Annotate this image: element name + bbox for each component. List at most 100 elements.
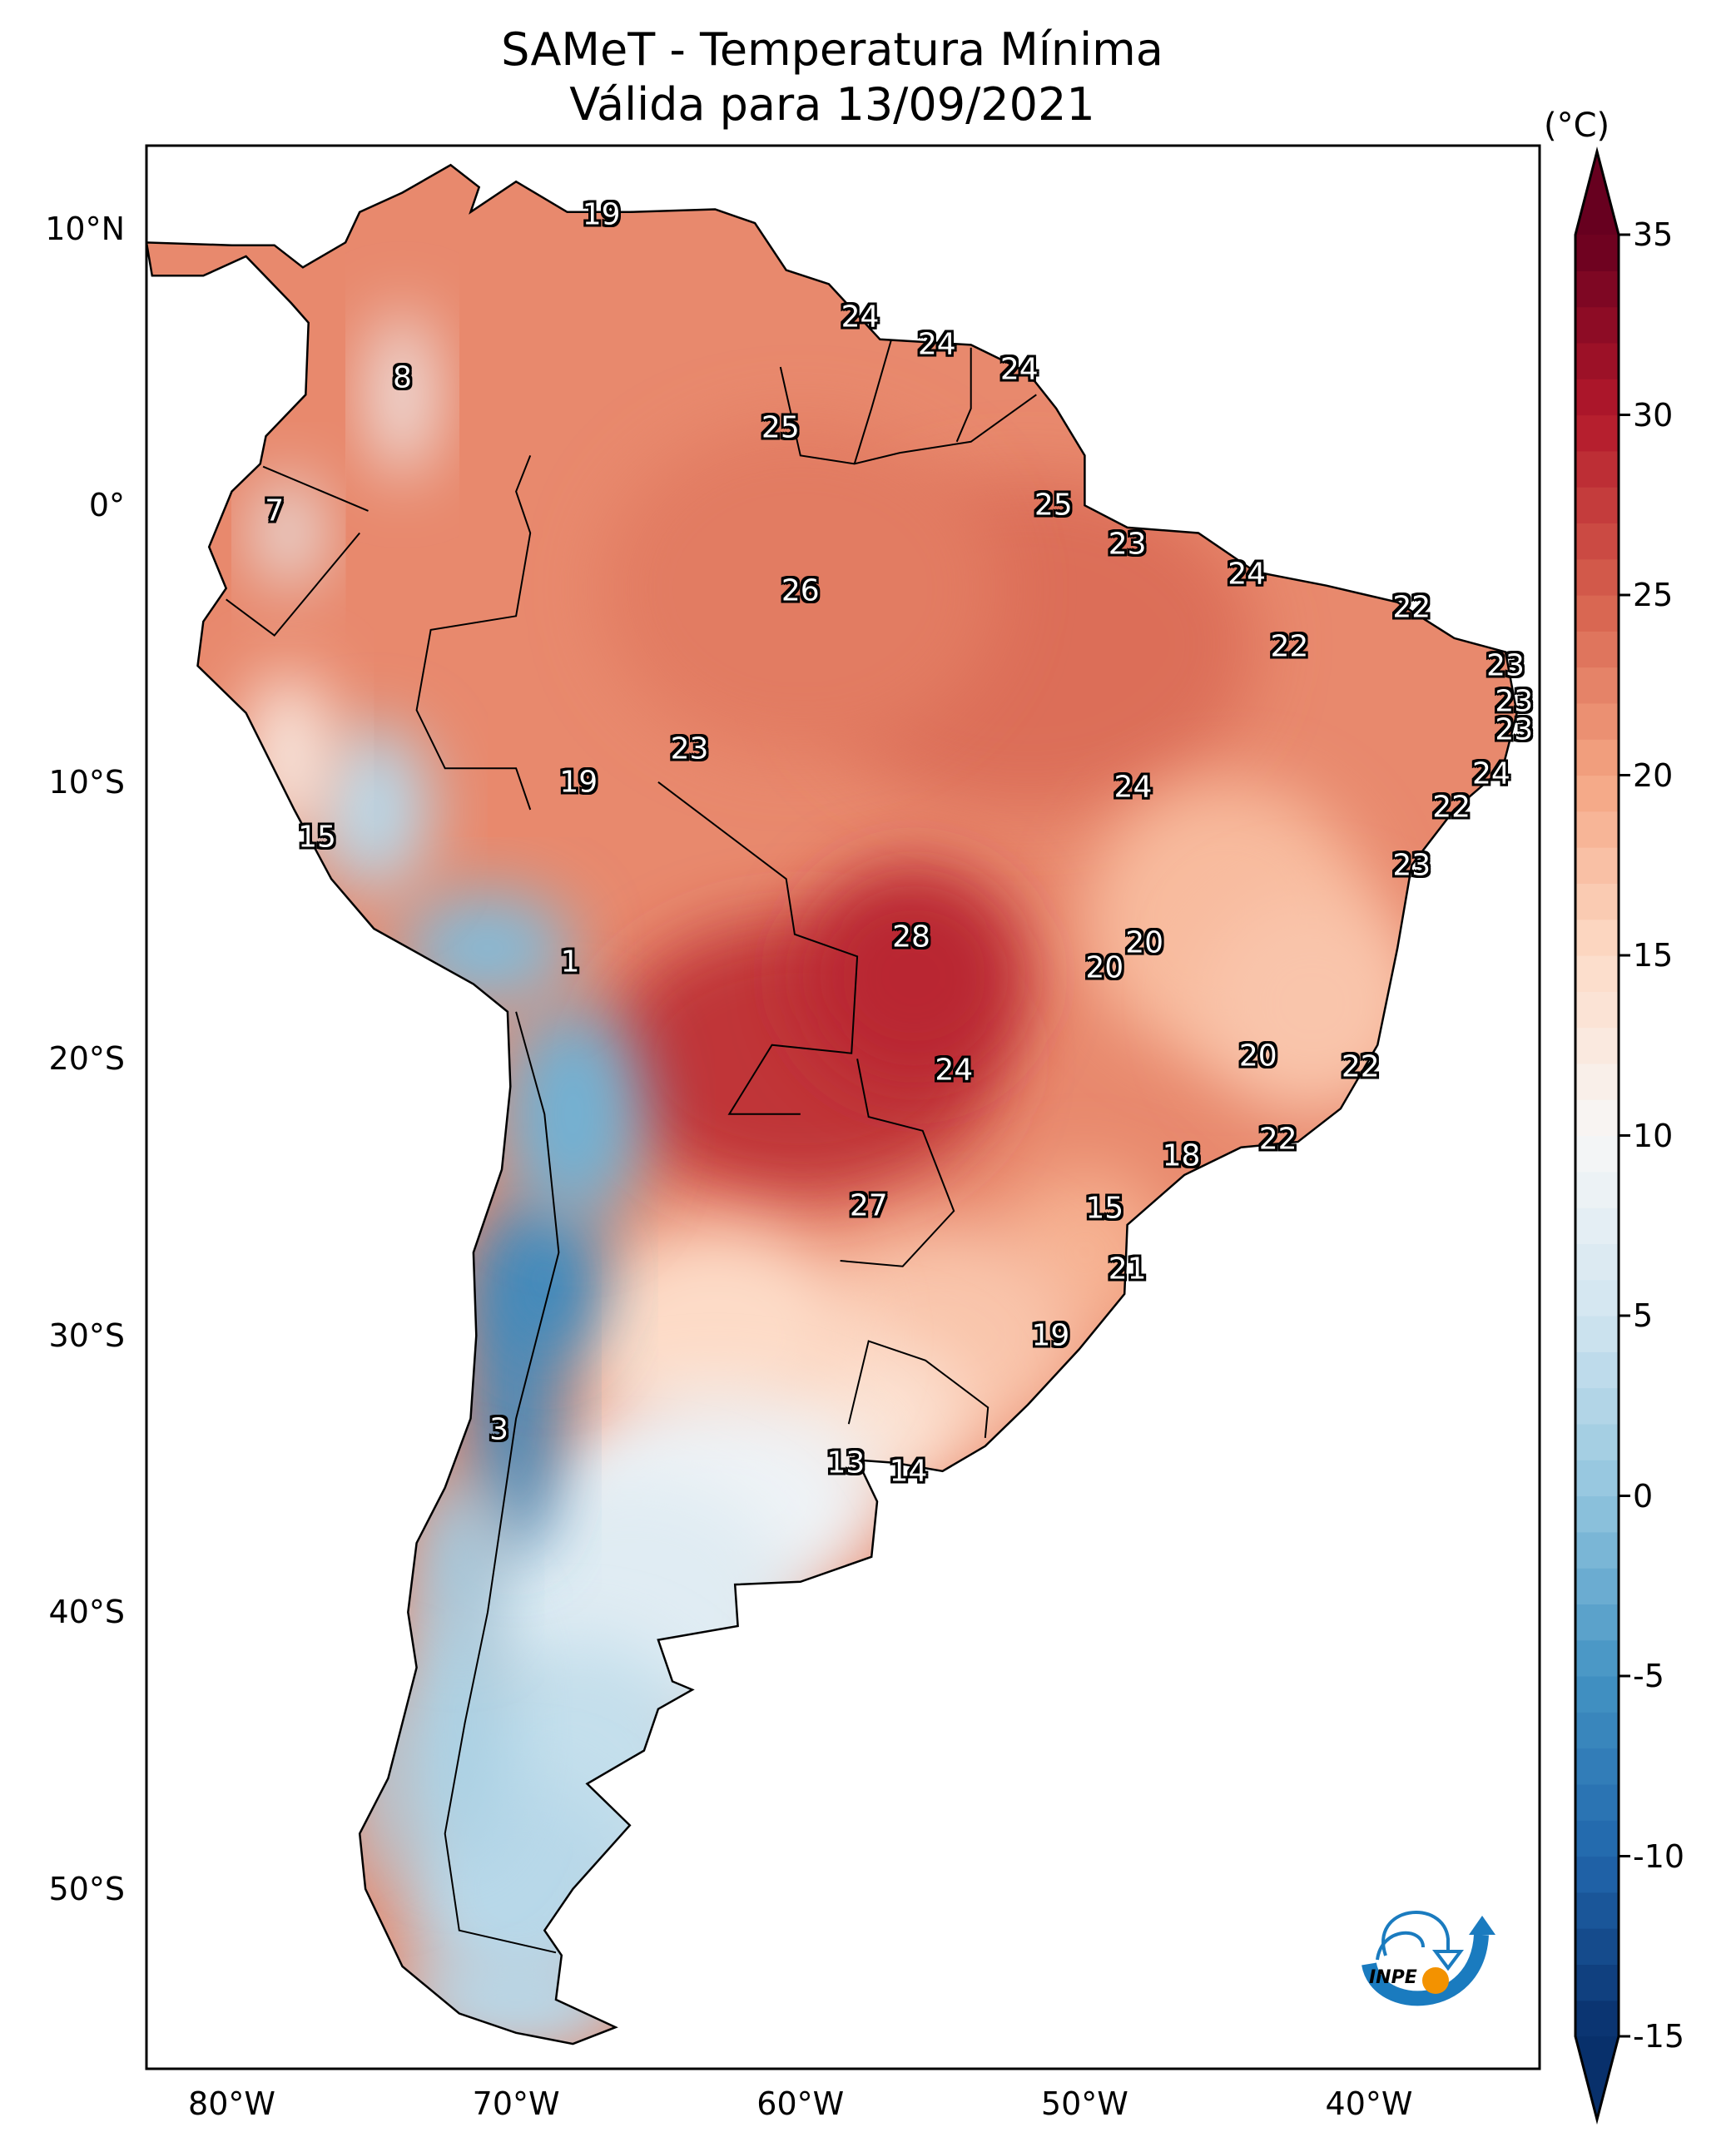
station-value-label: 24 (841, 300, 880, 335)
country-border (415, 455, 532, 811)
colorbar-segment (1575, 414, 1619, 452)
temperature-cell (487, 1197, 602, 1364)
station-value-label: 22 (1341, 1049, 1380, 1084)
station-value-label: 15 (298, 820, 336, 855)
station-value-label: 24 (917, 327, 956, 362)
station-value-label: 23 (1392, 848, 1431, 883)
station-value-label: 24 (935, 1053, 974, 1088)
colorbar-segment (1575, 1928, 1619, 1965)
inpe-logo-text: INPE (1369, 1967, 1417, 1988)
colorbar-segment (1575, 1676, 1619, 1713)
chart-subtitle: Válida para 13/09/2021 (569, 78, 1095, 131)
station-value-label: 22 (1270, 629, 1309, 664)
station-value-label: 23 (670, 731, 709, 766)
country-border (226, 532, 360, 637)
colorbar-segment (1575, 631, 1619, 668)
temperature-cell (260, 478, 318, 589)
colorbar-segment (1575, 1964, 1619, 2001)
temperature-cell (573, 1224, 858, 1446)
station-value-label: 20 (1238, 1039, 1277, 1074)
colorbar-segment (1575, 702, 1619, 740)
map-frame (145, 144, 1541, 2070)
lat-tick-label: 50°S (48, 1870, 125, 1907)
colorbar-segment (1575, 306, 1619, 344)
temperature-cell (402, 1944, 630, 2045)
lon-tick-label: 40°W (1325, 2085, 1413, 2122)
colorbar-segment (1575, 1316, 1619, 1352)
colorbar-segment (1575, 270, 1619, 308)
colorbar-tick-label: 5 (1633, 1297, 1654, 1334)
colorbar-segment (1575, 1639, 1619, 1677)
lon-tick-label: 80°W (188, 2085, 275, 2122)
temperature-field (146, 165, 1517, 2045)
station-value-label: 3 (489, 1412, 509, 1447)
temperature-cell (317, 726, 431, 893)
lat-tick-label: 0° (88, 487, 125, 524)
colorbar-tick-label: 20 (1633, 756, 1674, 794)
colorbar-unit-label: (°C) (1544, 107, 1610, 145)
colorbar-segment (1575, 235, 1619, 271)
colorbar-segment (1575, 1712, 1619, 1749)
colorbar-segment (1575, 1135, 1619, 1173)
colorbar-segment (1575, 1783, 1619, 1821)
station-value-label: 14 (889, 1454, 928, 1489)
station-value-label: 19 (559, 765, 598, 800)
lon-tick-label: 50°W (1040, 2085, 1128, 2122)
colorbar-segment (1575, 1820, 1619, 1857)
station-value-label: 23 (1486, 648, 1525, 683)
colorbar-tick-label: 15 (1633, 937, 1674, 974)
station-value-label: 22 (1392, 590, 1431, 625)
country-border (657, 781, 859, 1115)
station-value-label: 24 (1228, 557, 1267, 592)
colorbar-segment (1575, 919, 1619, 956)
colorbar-segment (1575, 1495, 1619, 1533)
station-value-label: 22 (1432, 790, 1471, 825)
colorbar-segment (1575, 1171, 1619, 1208)
country-border (853, 339, 893, 464)
colorbar-segment (1575, 1279, 1619, 1316)
colorbar-segment (1575, 883, 1619, 920)
colorbar-segment (1575, 487, 1619, 523)
colorbar-tick-label: 10 (1633, 1117, 1674, 1154)
station-value-label: 18 (1162, 1138, 1201, 1173)
colorbar-segment (1575, 739, 1619, 776)
colorbar-tick-label: -5 (1633, 1658, 1664, 1694)
colorbar-tick-label: 25 (1633, 577, 1674, 613)
station-value-label: 28 (892, 920, 930, 955)
colorbar-segment (1575, 811, 1619, 848)
colorbar-segment (1575, 1531, 1619, 1569)
station-value-label: 22 (1258, 1122, 1297, 1157)
colorbar-segment (1575, 955, 1619, 992)
station-value-label: 8 (393, 360, 412, 395)
colorbar-tick-label: 30 (1633, 396, 1674, 434)
temperature-cell (402, 892, 573, 1004)
colorbar-segment (1575, 667, 1619, 704)
temperature-cell (502, 1003, 644, 1225)
station-value-label: 24 (1114, 770, 1153, 805)
colorbar-segment (1575, 1892, 1619, 1929)
colorbar-segment (1575, 1063, 1619, 1100)
station-value-label: 20 (1125, 925, 1164, 960)
colorbar-extend-min (1575, 2036, 1619, 2120)
colorbar-segment (1575, 450, 1619, 488)
station-value-label: 13 (826, 1445, 866, 1480)
station-value-label: 15 (1085, 1191, 1124, 1226)
colorbar-segment (1575, 558, 1619, 596)
inpe-logo-icon: INPE (1362, 1911, 1495, 2006)
country-border (955, 347, 972, 443)
lat-tick-label: 20°S (48, 1040, 125, 1078)
colorbar-segment (1575, 1351, 1619, 1389)
colorbar-extend-max (1575, 151, 1619, 235)
station-value-label: 20 (1085, 950, 1124, 985)
station-value-label: 23 (1495, 712, 1534, 747)
colorbar-segment (1575, 1099, 1619, 1137)
temperature-cell (374, 311, 431, 478)
station-value-label: 26 (781, 573, 820, 608)
coastline (145, 163, 1518, 2045)
temperature-cell (601, 422, 999, 755)
station-value-label: 19 (582, 197, 621, 232)
colorbar-segment (1575, 1856, 1619, 1893)
lon-tick-label: 60°W (756, 2085, 845, 2122)
station-value-label: 25 (761, 410, 800, 445)
country-border (840, 1059, 955, 1267)
